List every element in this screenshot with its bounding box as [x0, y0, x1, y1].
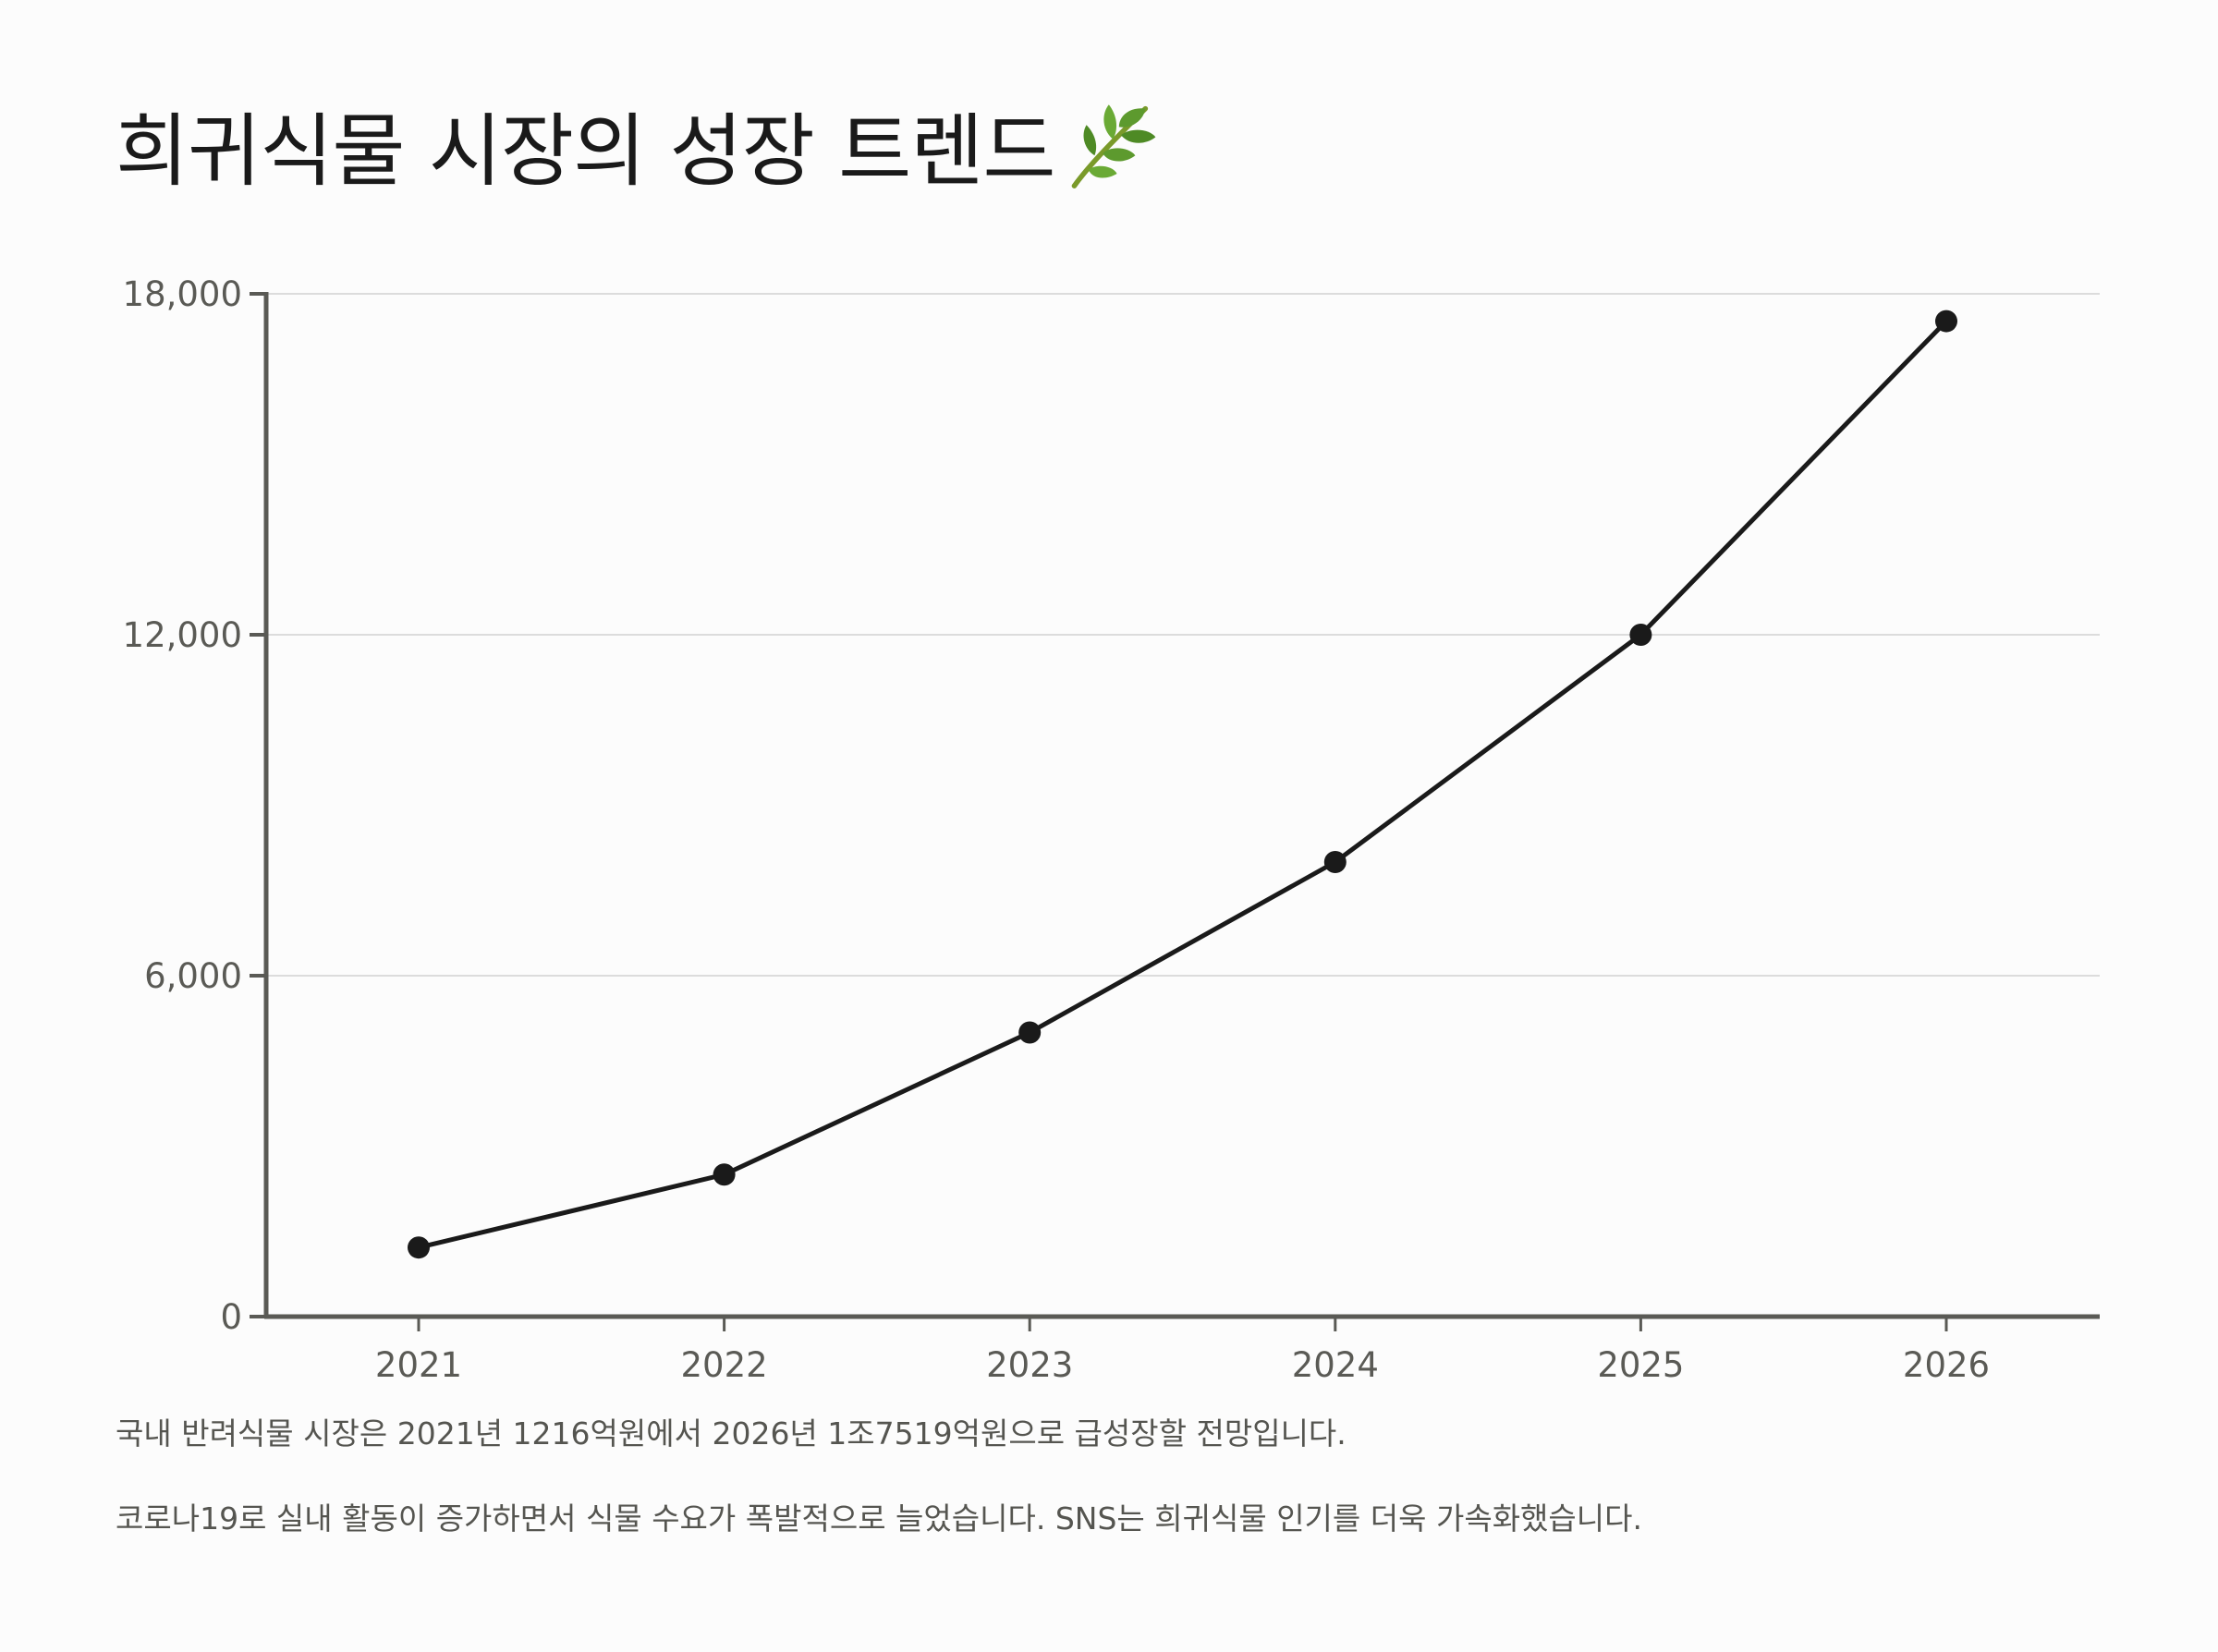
x-tick-label: 2025	[1597, 1345, 1684, 1385]
series-layer	[408, 310, 1957, 1259]
x-tick-label: 2021	[375, 1345, 462, 1385]
note-demand-reason: 코로나19로 실내 활동이 증가하면서 식물 수요가 폭발적으로 늘었습니다. …	[116, 1500, 1642, 1537]
x-tick-label: 2026	[1903, 1345, 1990, 1385]
data-point-2022	[713, 1163, 736, 1186]
data-point-2026	[1935, 310, 1957, 333]
series-line	[416, 319, 1949, 1250]
data-point-2025	[1629, 624, 1652, 646]
x-tick-label: 2024	[1292, 1345, 1379, 1385]
y-tick-label: 18,000	[123, 274, 242, 314]
grid-lines	[266, 293, 2100, 977]
data-point-2023	[1018, 1021, 1042, 1044]
x-tick-label: 2023	[986, 1345, 1073, 1385]
data-point-2024	[1323, 851, 1347, 873]
y-tick-label: 0	[220, 1297, 242, 1337]
data-point-2021	[408, 1236, 430, 1259]
y-tick-label: 6,000	[144, 956, 242, 996]
tick-labels: 0 6,000 12,000 18,000 2021 2022 2023 2024 2025 20…	[123, 274, 1991, 1385]
herb-leaf-icon	[1072, 104, 1156, 188]
note-market-forecast: 국내 반려식물 시장은 2021년 1216억원에서 2026년 1조7519억…	[116, 1415, 1347, 1452]
x-tick-label: 2022	[681, 1345, 768, 1385]
y-tick-label: 12,000	[123, 615, 242, 655]
line-chart: 0 6,000 12,000 18,000 2021 2022 2023 2024 2025 20…	[123, 274, 2100, 1385]
notes: 국내 반려식물 시장은 2021년 1216억원에서 2026년 1조7519억…	[116, 1418, 2102, 1534]
axes	[250, 292, 2100, 1331]
chart-title: 희귀식물 시장의 성장 트렌드	[116, 104, 1055, 198]
chart-title-row: 희귀식물 시장의 성장 트렌드	[116, 92, 1162, 198]
